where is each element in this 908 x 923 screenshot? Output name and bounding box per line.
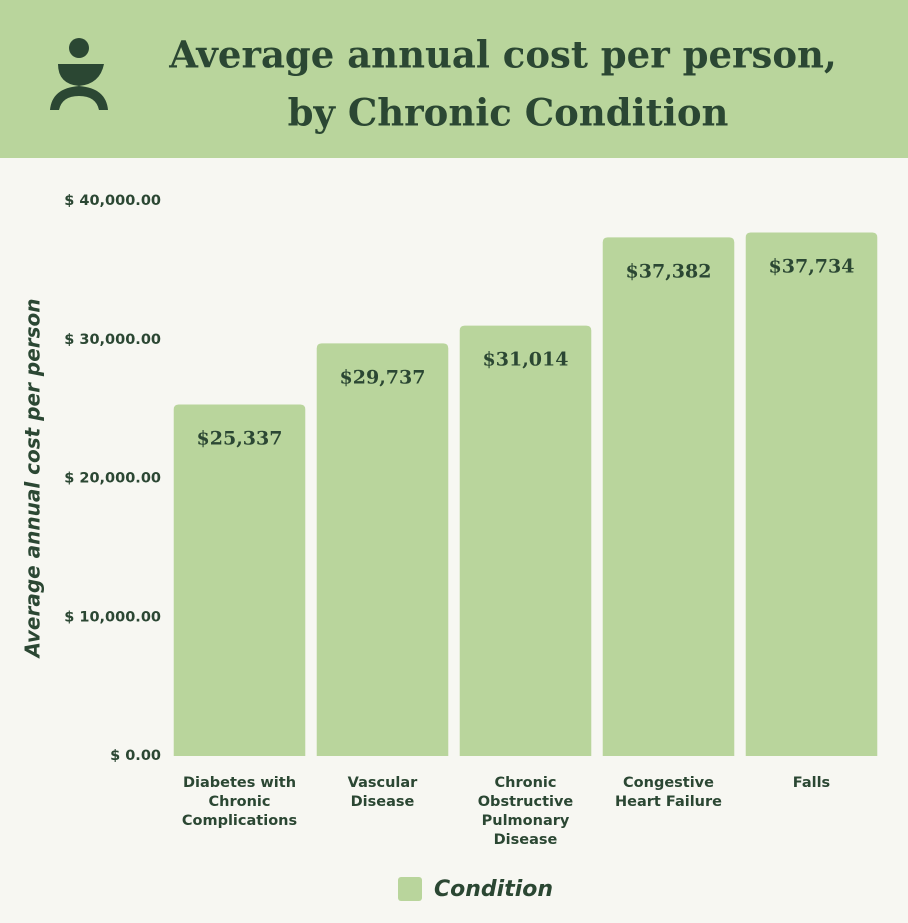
bar — [602, 237, 735, 756]
legend-label: Condition — [434, 877, 553, 902]
y-tick-label: $ 30,000.00 — [64, 332, 161, 348]
chart-title: Average annual cost per person, — [168, 33, 837, 77]
y-tick-label: $ 20,000.00 — [64, 471, 161, 487]
y-tick-label: $ 10,000.00 — [64, 609, 161, 625]
x-tick-label: Vascular Disease — [347, 775, 418, 810]
header-band — [0, 0, 908, 158]
y-tick-label: $ 0.00 — [110, 748, 161, 764]
bar — [173, 404, 306, 756]
x-tick-label: Congestive Heart Failure — [615, 775, 722, 810]
y-axis-label: Average annual cost per person — [21, 298, 45, 659]
value-label: $37,734 — [769, 255, 855, 277]
y-tick-label: $ 40,000.00 — [64, 193, 161, 209]
logo — [50, 38, 108, 110]
x-tick-label: Falls — [792, 775, 831, 791]
bar — [745, 232, 878, 757]
value-label: $25,337 — [197, 427, 283, 449]
value-label: $37,382 — [626, 260, 712, 282]
legend-swatch — [398, 877, 422, 901]
value-label: $29,737 — [340, 366, 426, 388]
bar — [459, 325, 592, 756]
chart-title: by Chronic Condition — [288, 91, 729, 135]
bar — [316, 343, 449, 756]
x-tick-label: Diabetes with Chronic Complications — [181, 775, 298, 829]
value-label: $31,014 — [483, 349, 569, 371]
x-tick-label: Chronic Obstructive Pulmonary Disease — [477, 775, 574, 848]
